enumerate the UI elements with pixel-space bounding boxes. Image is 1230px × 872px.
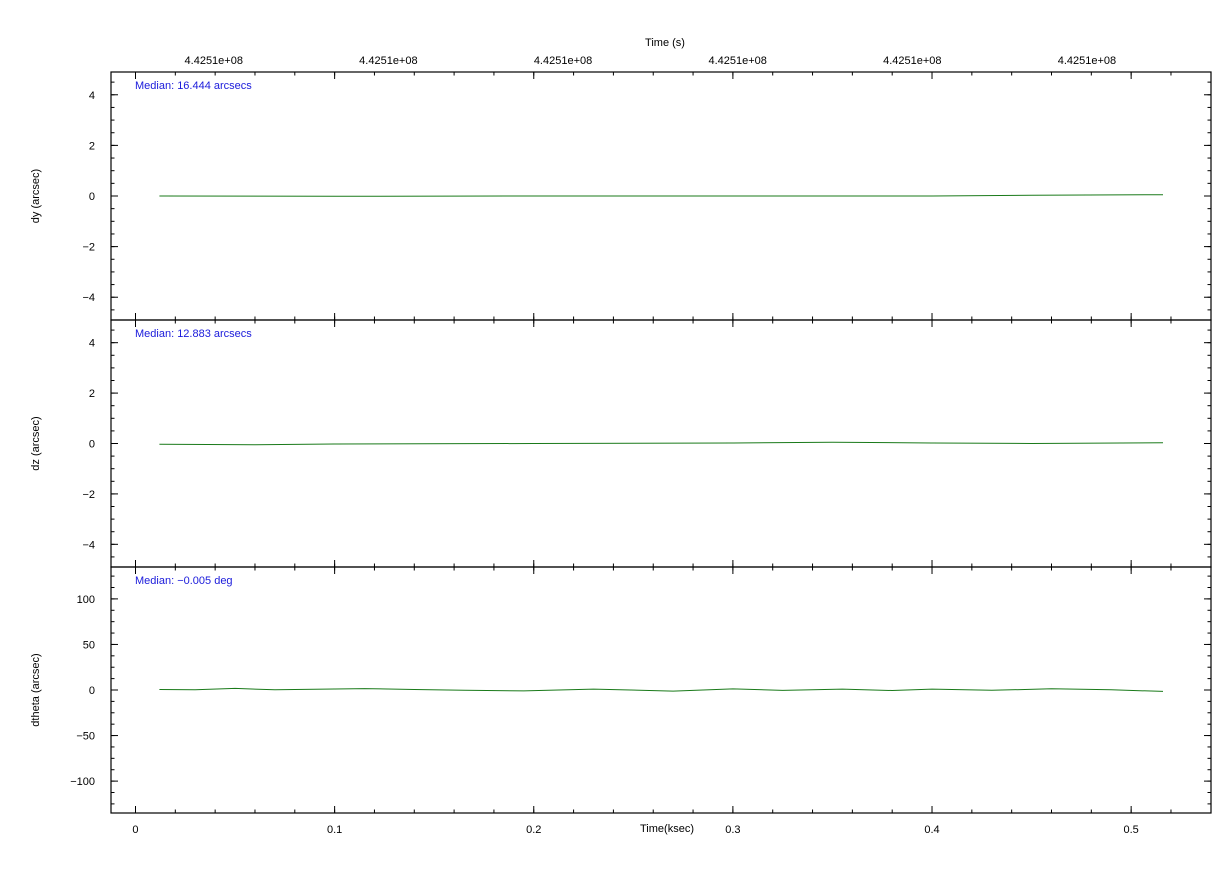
series-line [159, 194, 1164, 197]
median-annotation: Median: 16.444 arcsecs [135, 80, 252, 92]
top-tick-label: 4.4251e+08 [1058, 55, 1116, 67]
x-tick-label: 0.4 [924, 824, 939, 836]
y-tick-label: 4 [89, 90, 95, 102]
top-axis-title: Time (s) [645, 37, 685, 49]
panel-1: −4 −2 0 2 4 dy (arcsec) Median: 16.444 arcsecs [30, 71, 1212, 321]
x-tick-label: 0.1 [327, 824, 342, 836]
top-tick-label: 4.4251e+08 [359, 55, 417, 67]
y-tick-label: 0 [89, 685, 95, 697]
y-tick-label: 4 [89, 338, 95, 350]
x-axis-title: Time(ksec) [640, 823, 694, 835]
y-tick-label: −2 [82, 242, 95, 254]
series-line [159, 687, 1164, 692]
median-annotation: Median: −0.005 deg [135, 575, 233, 587]
y-axis-label: dtheta (arcsec) [30, 653, 42, 726]
x-tick-label: 0 [132, 824, 138, 836]
y-tick-label: 0 [89, 191, 95, 203]
series-line [159, 441, 1164, 446]
panel-2: −4 −2 0 2 4 dz (arcsec) Median: 12.883 arcsecs [30, 319, 1212, 568]
y-tick-label: 100 [77, 594, 95, 606]
y-tick-label: 50 [83, 639, 95, 651]
panel-3: −100 −50 0 50 100 dtheta (arcsec) Median: −0.0… [30, 566, 1212, 836]
x-tick-label: 0.5 [1124, 824, 1139, 836]
y-tick-label: −2 [82, 489, 95, 501]
x-tick-label: 0.3 [725, 824, 740, 836]
y-tick-label: −4 [82, 292, 95, 304]
x-tick-label: 0.2 [526, 824, 541, 836]
top-tick-label: 4.4251e+08 [185, 55, 243, 67]
y-tick-label: −100 [70, 776, 95, 788]
y-tick-label: −50 [76, 731, 95, 743]
y-tick-label: 2 [89, 388, 95, 400]
y-tick-label: 2 [89, 140, 95, 152]
y-axis-label: dz (arcsec) [30, 416, 42, 470]
median-annotation: Median: 12.883 arcsecs [135, 328, 252, 340]
y-tick-label: 0 [89, 439, 95, 451]
y-tick-label: −4 [82, 539, 95, 551]
top-tick-label: 4.4251e+08 [534, 55, 592, 67]
y-axis-label: dy (arcsec) [30, 169, 42, 223]
top-tick-label: 4.4251e+08 [883, 55, 941, 67]
top-tick-label: 4.4251e+08 [708, 55, 766, 67]
panels: −4 −2 0 2 4 dy (arcsec) Median: 16.444 arcsecs… [30, 71, 1212, 836]
top-axis: 4.4251e+08 4.4251e+08 4.4251e+08 4.4251e+08… [185, 55, 1117, 67]
